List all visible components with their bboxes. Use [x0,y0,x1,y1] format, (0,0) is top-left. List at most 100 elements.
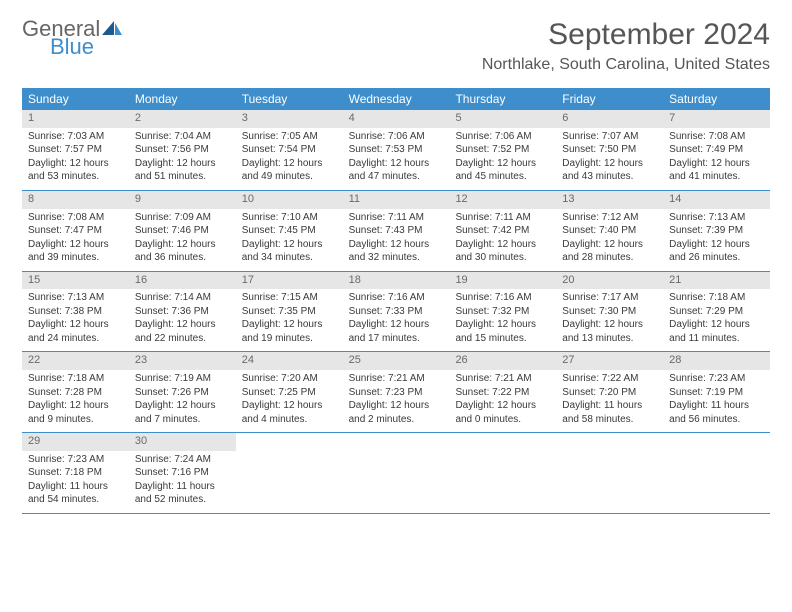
daylight-text: Daylight: 12 hours [135,158,230,171]
daylight-text: and 32 minutes. [349,252,444,265]
sunset-text: Sunset: 7:32 PM [455,306,550,319]
day-number: 7 [663,110,770,128]
day-body: Sunrise: 7:11 AMSunset: 7:42 PMDaylight:… [449,209,556,271]
day-body: Sunrise: 7:09 AMSunset: 7:46 PMDaylight:… [129,209,236,271]
day-number: 21 [663,272,770,290]
day-body: Sunrise: 7:14 AMSunset: 7:36 PMDaylight:… [129,289,236,351]
day-number: 8 [22,191,129,209]
day-body: Sunrise: 7:12 AMSunset: 7:40 PMDaylight:… [556,209,663,271]
weekday-label: Friday [556,88,663,110]
day-number: 10 [236,191,343,209]
day-cell: 30Sunrise: 7:24 AMSunset: 7:16 PMDayligh… [129,433,236,513]
day-cell: 28Sunrise: 7:23 AMSunset: 7:19 PMDayligh… [663,352,770,432]
daylight-text: Daylight: 12 hours [455,158,550,171]
location-text: Northlake, South Carolina, United States [482,56,770,74]
daylight-text: and 17 minutes. [349,333,444,346]
sunrise-text: Sunrise: 7:06 AM [455,131,550,144]
day-body: Sunrise: 7:11 AMSunset: 7:43 PMDaylight:… [343,209,450,271]
day-number: 4 [343,110,450,128]
sunset-text: Sunset: 7:42 PM [455,225,550,238]
week-row: 1Sunrise: 7:03 AMSunset: 7:57 PMDaylight… [22,110,770,191]
day-number: 25 [343,352,450,370]
day-body: Sunrise: 7:23 AMSunset: 7:19 PMDaylight:… [663,370,770,432]
day-body: Sunrise: 7:13 AMSunset: 7:39 PMDaylight:… [663,209,770,271]
sunset-text: Sunset: 7:54 PM [242,144,337,157]
daylight-text: and 58 minutes. [562,414,657,427]
day-body: Sunrise: 7:19 AMSunset: 7:26 PMDaylight:… [129,370,236,432]
sunrise-text: Sunrise: 7:10 AM [242,212,337,225]
day-cell: 24Sunrise: 7:20 AMSunset: 7:25 PMDayligh… [236,352,343,432]
daylight-text: Daylight: 12 hours [135,319,230,332]
day-cell: 9Sunrise: 7:09 AMSunset: 7:46 PMDaylight… [129,191,236,271]
sunrise-text: Sunrise: 7:18 AM [669,292,764,305]
logo: General Blue [22,18,122,58]
daylight-text: and 41 minutes. [669,171,764,184]
day-body: Sunrise: 7:07 AMSunset: 7:50 PMDaylight:… [556,128,663,190]
sunrise-text: Sunrise: 7:16 AM [349,292,444,305]
day-cell: 21Sunrise: 7:18 AMSunset: 7:29 PMDayligh… [663,272,770,352]
logo-text-blue: Blue [50,36,122,58]
daylight-text: Daylight: 12 hours [455,239,550,252]
daylight-text: Daylight: 12 hours [349,158,444,171]
day-number: 1 [22,110,129,128]
sunset-text: Sunset: 7:25 PM [242,387,337,400]
day-cell: 29Sunrise: 7:23 AMSunset: 7:18 PMDayligh… [22,433,129,513]
day-body: Sunrise: 7:16 AMSunset: 7:32 PMDaylight:… [449,289,556,351]
sunrise-text: Sunrise: 7:13 AM [28,292,123,305]
sunrise-text: Sunrise: 7:12 AM [562,212,657,225]
day-number: 27 [556,352,663,370]
daylight-text: Daylight: 12 hours [562,319,657,332]
day-cell: 22Sunrise: 7:18 AMSunset: 7:28 PMDayligh… [22,352,129,432]
daylight-text: and 4 minutes. [242,414,337,427]
day-number: 24 [236,352,343,370]
daylight-text: and 24 minutes. [28,333,123,346]
daylight-text: and 45 minutes. [455,171,550,184]
sunset-text: Sunset: 7:16 PM [135,467,230,480]
daylight-text: Daylight: 12 hours [242,400,337,413]
day-number: 6 [556,110,663,128]
sunset-text: Sunset: 7:22 PM [455,387,550,400]
sunset-text: Sunset: 7:30 PM [562,306,657,319]
sunset-text: Sunset: 7:43 PM [349,225,444,238]
daylight-text: Daylight: 11 hours [562,400,657,413]
daylight-text: and 13 minutes. [562,333,657,346]
sunset-text: Sunset: 7:56 PM [135,144,230,157]
day-body: Sunrise: 7:17 AMSunset: 7:30 PMDaylight:… [556,289,663,351]
sunrise-text: Sunrise: 7:11 AM [349,212,444,225]
sunrise-text: Sunrise: 7:11 AM [455,212,550,225]
sunrise-text: Sunrise: 7:04 AM [135,131,230,144]
day-body: Sunrise: 7:04 AMSunset: 7:56 PMDaylight:… [129,128,236,190]
day-body: Sunrise: 7:10 AMSunset: 7:45 PMDaylight:… [236,209,343,271]
week-row: 15Sunrise: 7:13 AMSunset: 7:38 PMDayligh… [22,272,770,353]
sunrise-text: Sunrise: 7:13 AM [669,212,764,225]
daylight-text: Daylight: 12 hours [242,319,337,332]
day-cell: 8Sunrise: 7:08 AMSunset: 7:47 PMDaylight… [22,191,129,271]
daylight-text: Daylight: 11 hours [28,481,123,494]
sunrise-text: Sunrise: 7:14 AM [135,292,230,305]
daylight-text: and 47 minutes. [349,171,444,184]
daylight-text: Daylight: 12 hours [349,400,444,413]
day-number: 14 [663,191,770,209]
daylight-text: and 15 minutes. [455,333,550,346]
day-cell: 15Sunrise: 7:13 AMSunset: 7:38 PMDayligh… [22,272,129,352]
daylight-text: Daylight: 12 hours [349,319,444,332]
day-cell: 19Sunrise: 7:16 AMSunset: 7:32 PMDayligh… [449,272,556,352]
sunrise-text: Sunrise: 7:08 AM [669,131,764,144]
sunset-text: Sunset: 7:29 PM [669,306,764,319]
sunset-text: Sunset: 7:26 PM [135,387,230,400]
day-number: 5 [449,110,556,128]
day-cell: 13Sunrise: 7:12 AMSunset: 7:40 PMDayligh… [556,191,663,271]
day-cell: 5Sunrise: 7:06 AMSunset: 7:52 PMDaylight… [449,110,556,190]
day-number: 13 [556,191,663,209]
week-row: 29Sunrise: 7:23 AMSunset: 7:18 PMDayligh… [22,433,770,514]
sunrise-text: Sunrise: 7:16 AM [455,292,550,305]
day-number: 12 [449,191,556,209]
day-number: 26 [449,352,556,370]
daylight-text: and 51 minutes. [135,171,230,184]
sunrise-text: Sunrise: 7:15 AM [242,292,337,305]
day-body: Sunrise: 7:08 AMSunset: 7:49 PMDaylight:… [663,128,770,190]
daylight-text: and 56 minutes. [669,414,764,427]
daylight-text: Daylight: 12 hours [242,239,337,252]
sunrise-text: Sunrise: 7:18 AM [28,373,123,386]
day-number: 16 [129,272,236,290]
